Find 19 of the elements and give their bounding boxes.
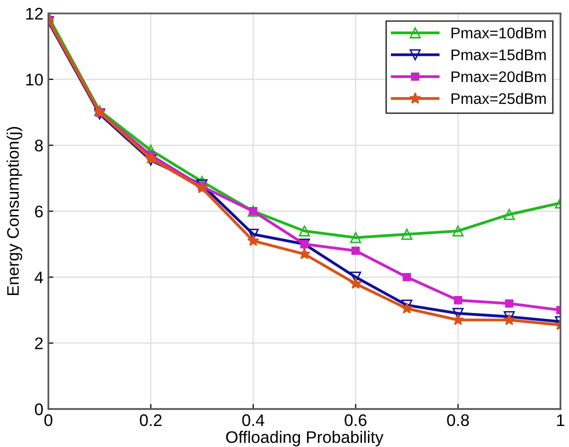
x-tick-label: 0 (44, 414, 52, 426)
legend-label: Pmax=25dBm (452, 92, 546, 104)
y-tick-label: 4 (34, 272, 44, 284)
y-tick-label: 10 (26, 74, 43, 86)
x-tick-label: 1 (557, 414, 564, 426)
legend-label: Pmax=20dBm (452, 70, 546, 82)
y-tick-label: 6 (35, 206, 43, 218)
y-axis-title: Energy Consumption(j) (6, 127, 22, 296)
legend-label: Pmax=15dBm (452, 49, 546, 60)
x-tick-label: 0.2 (140, 414, 162, 426)
legend-label: Pmax=10dBm (452, 27, 546, 38)
y-tick-label: 0 (34, 403, 43, 416)
y-tick-label: 8 (34, 140, 43, 152)
x-tick-label: 0.6 (344, 414, 366, 426)
x-tick-label: 0.4 (242, 414, 264, 426)
y-tick-label: 2 (35, 337, 43, 350)
x-axis-title: Offloading Probability (226, 430, 384, 446)
y-tick-label: 12 (26, 8, 43, 20)
x-tick-label: 0.8 (447, 414, 469, 426)
